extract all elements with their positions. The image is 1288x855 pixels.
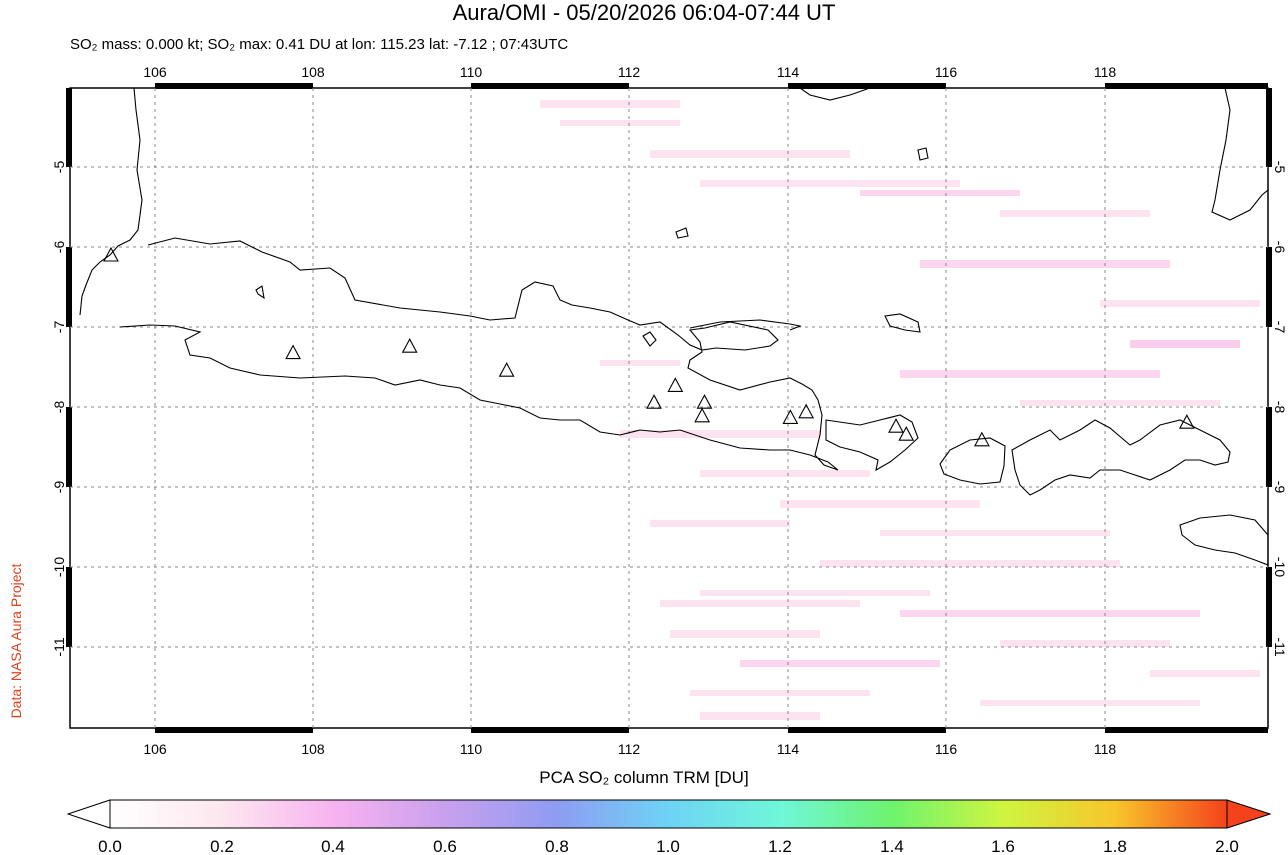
colorbar-tick: 0.2 bbox=[210, 837, 234, 855]
kalimantan-coast bbox=[799, 88, 871, 101]
map-title: Aura/OMI - 05/20/2026 06:04-07:44 UT bbox=[452, 0, 836, 25]
sulawesi-coast bbox=[1211, 88, 1268, 221]
coastlines bbox=[79, 88, 1268, 566]
sumba-coast bbox=[1179, 514, 1268, 566]
sumatra-coast bbox=[79, 88, 143, 316]
colorbar-tick: 1.2 bbox=[768, 837, 792, 855]
lat-label-right: -8 bbox=[1272, 401, 1288, 414]
volcano-marker bbox=[888, 418, 904, 433]
lon-label-top: 110 bbox=[460, 64, 483, 80]
colorbar-tick: 0.4 bbox=[321, 837, 345, 855]
lat-label-left: -10 bbox=[51, 557, 67, 577]
map-frame bbox=[69, 87, 1269, 729]
left-lat-labels: -5 -6 -7 -8 -9 -10 -11 bbox=[51, 161, 67, 657]
colorbar-tick-labels: 0.0 0.2 0.4 0.6 0.8 1.0 1.2 1.4 1.6 1.8 … bbox=[98, 837, 1239, 855]
colorbar-tick: 2.0 bbox=[1215, 837, 1239, 855]
lon-label-bottom: 114 bbox=[777, 741, 800, 757]
madura-coast bbox=[689, 319, 802, 331]
map-subtitle: SO₂ mass: 0.000 kt; SO₂ max: 0.41 DU at … bbox=[70, 36, 569, 53]
small-island-2 bbox=[255, 285, 265, 300]
small-island-4 bbox=[917, 147, 929, 161]
colorbar-tick: 0.8 bbox=[545, 837, 569, 855]
volcano-marker bbox=[898, 426, 915, 441]
colorbar-tick: 1.4 bbox=[880, 837, 904, 855]
lon-label-top: 118 bbox=[1094, 64, 1117, 80]
lon-label-top: 106 bbox=[143, 64, 167, 80]
volcano-marker bbox=[696, 394, 713, 409]
small-island-3 bbox=[642, 331, 657, 347]
lat-label-right: -7 bbox=[1272, 321, 1288, 334]
lat-label-left: -6 bbox=[51, 241, 67, 254]
frame-bars bbox=[66, 83, 1272, 733]
lon-label-bottom: 112 bbox=[618, 741, 641, 757]
lon-label-bottom: 110 bbox=[460, 741, 483, 757]
volcano-marker bbox=[973, 431, 990, 447]
lombok-coast bbox=[939, 437, 1006, 485]
lat-label-right: -11 bbox=[1272, 637, 1288, 656]
lon-label-bottom: 106 bbox=[143, 741, 167, 757]
volcano-marker bbox=[401, 338, 418, 353]
colorbar-tick: 1.6 bbox=[991, 837, 1015, 855]
right-lat-labels: -5 -6 -7 -8 -9 -10 -11 bbox=[1272, 161, 1288, 657]
volcano-marker bbox=[782, 409, 799, 424]
lon-label-top: 116 bbox=[935, 64, 958, 80]
colorbar bbox=[66, 799, 1272, 829]
volcano-marker bbox=[285, 344, 301, 360]
lat-label-left: -9 bbox=[51, 481, 67, 494]
lat-label-left: -7 bbox=[51, 321, 67, 334]
colorbar-tick: 1.8 bbox=[1103, 837, 1127, 855]
kangean bbox=[884, 313, 921, 333]
sumbawa-coast bbox=[1011, 419, 1231, 496]
small-island-1 bbox=[675, 227, 689, 239]
colorbar-tick: 0.0 bbox=[98, 837, 122, 855]
java-coast bbox=[119, 237, 839, 471]
lat-label-left: -11 bbox=[51, 637, 67, 656]
colorbar-tick: 1.0 bbox=[656, 837, 680, 855]
volcano-markers bbox=[103, 246, 1195, 447]
colorbar-tick: 0.6 bbox=[433, 837, 457, 855]
lon-label-bottom: 116 bbox=[935, 741, 958, 757]
lon-label-top: 108 bbox=[301, 64, 325, 80]
volcano-marker bbox=[694, 407, 711, 423]
colorbar-over-arrow bbox=[1226, 799, 1272, 829]
volcano-marker bbox=[798, 403, 815, 419]
colorbar-gradient bbox=[109, 799, 1228, 829]
lon-label-bottom: 118 bbox=[1094, 741, 1117, 757]
lat-label-right: -5 bbox=[1272, 161, 1288, 174]
colorbar-under-arrow bbox=[66, 799, 111, 829]
lat-label-left: -5 bbox=[51, 161, 67, 174]
top-lon-labels: 106 108 110 112 114 116 118 bbox=[143, 64, 1116, 80]
lat-label-left: -8 bbox=[51, 401, 67, 414]
bali-coast bbox=[825, 414, 919, 472]
volcano-marker bbox=[646, 394, 662, 409]
lon-label-top: 112 bbox=[618, 64, 641, 80]
volcano-marker bbox=[498, 362, 515, 377]
lat-label-right: -10 bbox=[1272, 557, 1288, 577]
graticule bbox=[70, 88, 1268, 728]
lat-label-right: -6 bbox=[1272, 241, 1288, 254]
lon-label-top: 114 bbox=[777, 64, 800, 80]
lon-label-bottom: 108 bbox=[301, 741, 325, 757]
lat-label-right: -9 bbox=[1272, 481, 1288, 494]
bottom-lon-labels: 106 108 110 112 114 116 118 bbox=[143, 741, 1116, 757]
volcano-marker bbox=[1178, 414, 1195, 429]
volcano-marker bbox=[103, 246, 119, 262]
volcano-marker bbox=[667, 377, 684, 392]
colorbar-title: PCA SO₂ column TRM [DU] bbox=[539, 768, 749, 787]
so2-swath bbox=[540, 100, 1260, 720]
